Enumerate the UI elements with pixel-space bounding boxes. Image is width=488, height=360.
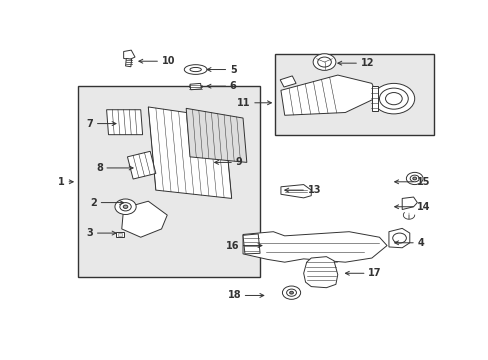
Text: 15: 15 <box>394 177 430 187</box>
Text: 9: 9 <box>214 157 242 167</box>
Polygon shape <box>127 151 156 179</box>
Text: 16: 16 <box>225 240 262 251</box>
Polygon shape <box>280 185 311 198</box>
Ellipse shape <box>189 67 201 72</box>
Polygon shape <box>148 107 231 198</box>
Circle shape <box>392 233 406 243</box>
Polygon shape <box>116 232 123 237</box>
Text: 1: 1 <box>58 177 73 187</box>
Polygon shape <box>243 232 386 262</box>
Polygon shape <box>189 84 201 90</box>
Circle shape <box>123 205 127 208</box>
Polygon shape <box>118 233 122 236</box>
Text: 11: 11 <box>237 98 271 108</box>
Polygon shape <box>303 257 337 288</box>
Text: 14: 14 <box>394 202 430 212</box>
Circle shape <box>289 291 293 294</box>
Text: 10: 10 <box>139 56 175 66</box>
Circle shape <box>372 84 414 114</box>
Polygon shape <box>243 234 260 254</box>
Polygon shape <box>186 108 246 162</box>
Bar <box>275 54 433 135</box>
Text: 18: 18 <box>227 291 263 301</box>
Text: 5: 5 <box>207 64 236 75</box>
Text: 4: 4 <box>394 238 423 248</box>
Polygon shape <box>401 197 416 210</box>
Text: 3: 3 <box>86 228 116 238</box>
Ellipse shape <box>184 65 206 75</box>
Circle shape <box>312 54 335 70</box>
Circle shape <box>406 172 422 185</box>
Bar <box>78 86 260 278</box>
Polygon shape <box>371 86 377 111</box>
Circle shape <box>317 57 331 67</box>
Text: 7: 7 <box>86 118 116 129</box>
Text: 17: 17 <box>345 268 381 278</box>
Polygon shape <box>106 110 142 135</box>
Polygon shape <box>280 75 377 115</box>
Text: 6: 6 <box>207 81 236 91</box>
Circle shape <box>409 175 418 182</box>
Polygon shape <box>123 50 135 59</box>
Circle shape <box>286 289 296 296</box>
Polygon shape <box>388 228 409 248</box>
Circle shape <box>282 286 300 299</box>
Text: 2: 2 <box>90 198 123 208</box>
Circle shape <box>412 177 416 180</box>
Circle shape <box>385 93 401 105</box>
Circle shape <box>115 199 136 215</box>
Text: 8: 8 <box>96 163 133 173</box>
Polygon shape <box>122 201 167 237</box>
Text: 12: 12 <box>337 58 373 68</box>
Polygon shape <box>280 76 296 87</box>
Polygon shape <box>125 58 131 67</box>
Circle shape <box>120 203 131 211</box>
Circle shape <box>379 88 407 109</box>
Text: 13: 13 <box>284 185 320 195</box>
